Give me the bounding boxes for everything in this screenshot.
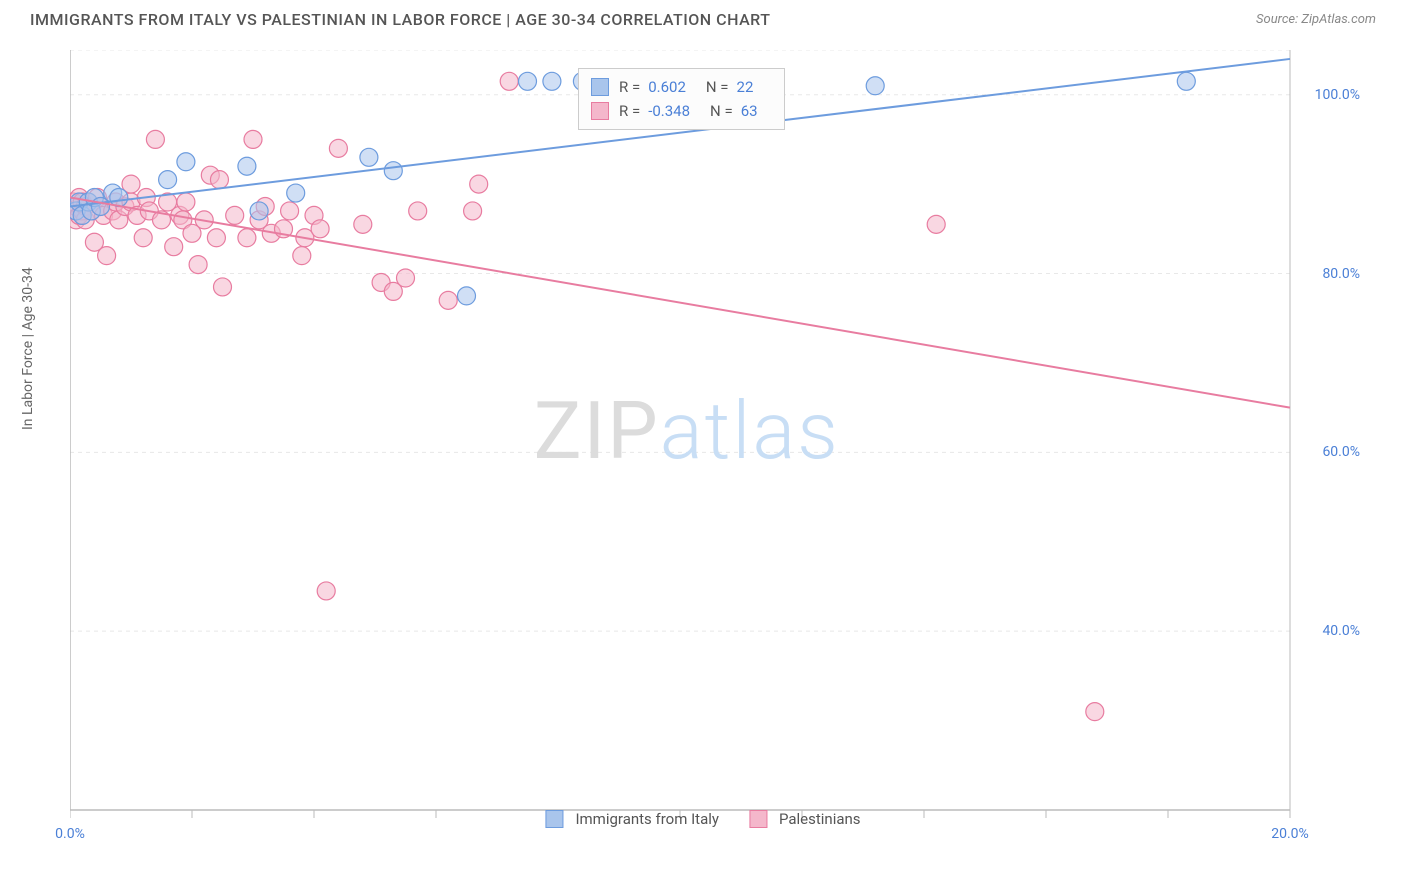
chart-title: IMMIGRANTS FROM ITALY VS PALESTINIAN IN … [30, 10, 770, 29]
chart-source: Source: ZipAtlas.com [1256, 12, 1376, 27]
legend-item-label: Immigrants from Italy [575, 810, 719, 828]
correlation-legend: R =0.602N =22R =-0.348N =63 [578, 68, 785, 130]
legend-row: R = -0.348 N = 63 [591, 99, 772, 123]
legend-row: R = 0.602 N = 22 [591, 75, 772, 99]
legend-n-label: N = [710, 99, 733, 123]
chart-area: ZIPatlas R =0.602N =22R =-0.348N =63 40.… [70, 50, 1370, 820]
legend-swatch [591, 78, 609, 96]
y-tick-label: 60.0% [1322, 444, 1360, 460]
legend-r-label: R = [619, 99, 640, 123]
x-tick-label: 20.0% [1271, 826, 1309, 842]
legend-swatch [591, 102, 609, 120]
legend-item: Immigrants from Italy [545, 810, 719, 828]
x-tick-label: 0.0% [55, 826, 85, 842]
legend-n-value: 22 [737, 75, 754, 99]
legend-swatch [545, 810, 563, 828]
series-legend: Immigrants from Italy Palestinians [545, 810, 860, 828]
legend-n-value: 63 [741, 99, 758, 123]
y-axis-label: In Labor Force | Age 30-34 [20, 267, 36, 430]
scatter-plot-svg [70, 50, 1370, 820]
legend-n-label: N = [706, 75, 729, 99]
legend-r-value: -0.348 [648, 99, 690, 123]
y-tick-label: 80.0% [1322, 266, 1360, 282]
legend-r-value: 0.602 [648, 75, 686, 99]
y-tick-label: 40.0% [1322, 623, 1360, 639]
legend-swatch [749, 810, 767, 828]
y-tick-label: 100.0% [1315, 87, 1360, 103]
legend-item-label: Palestinians [779, 810, 861, 828]
chart-header: IMMIGRANTS FROM ITALY VS PALESTINIAN IN … [0, 0, 1406, 37]
legend-item: Palestinians [749, 810, 861, 828]
legend-r-label: R = [619, 75, 640, 99]
